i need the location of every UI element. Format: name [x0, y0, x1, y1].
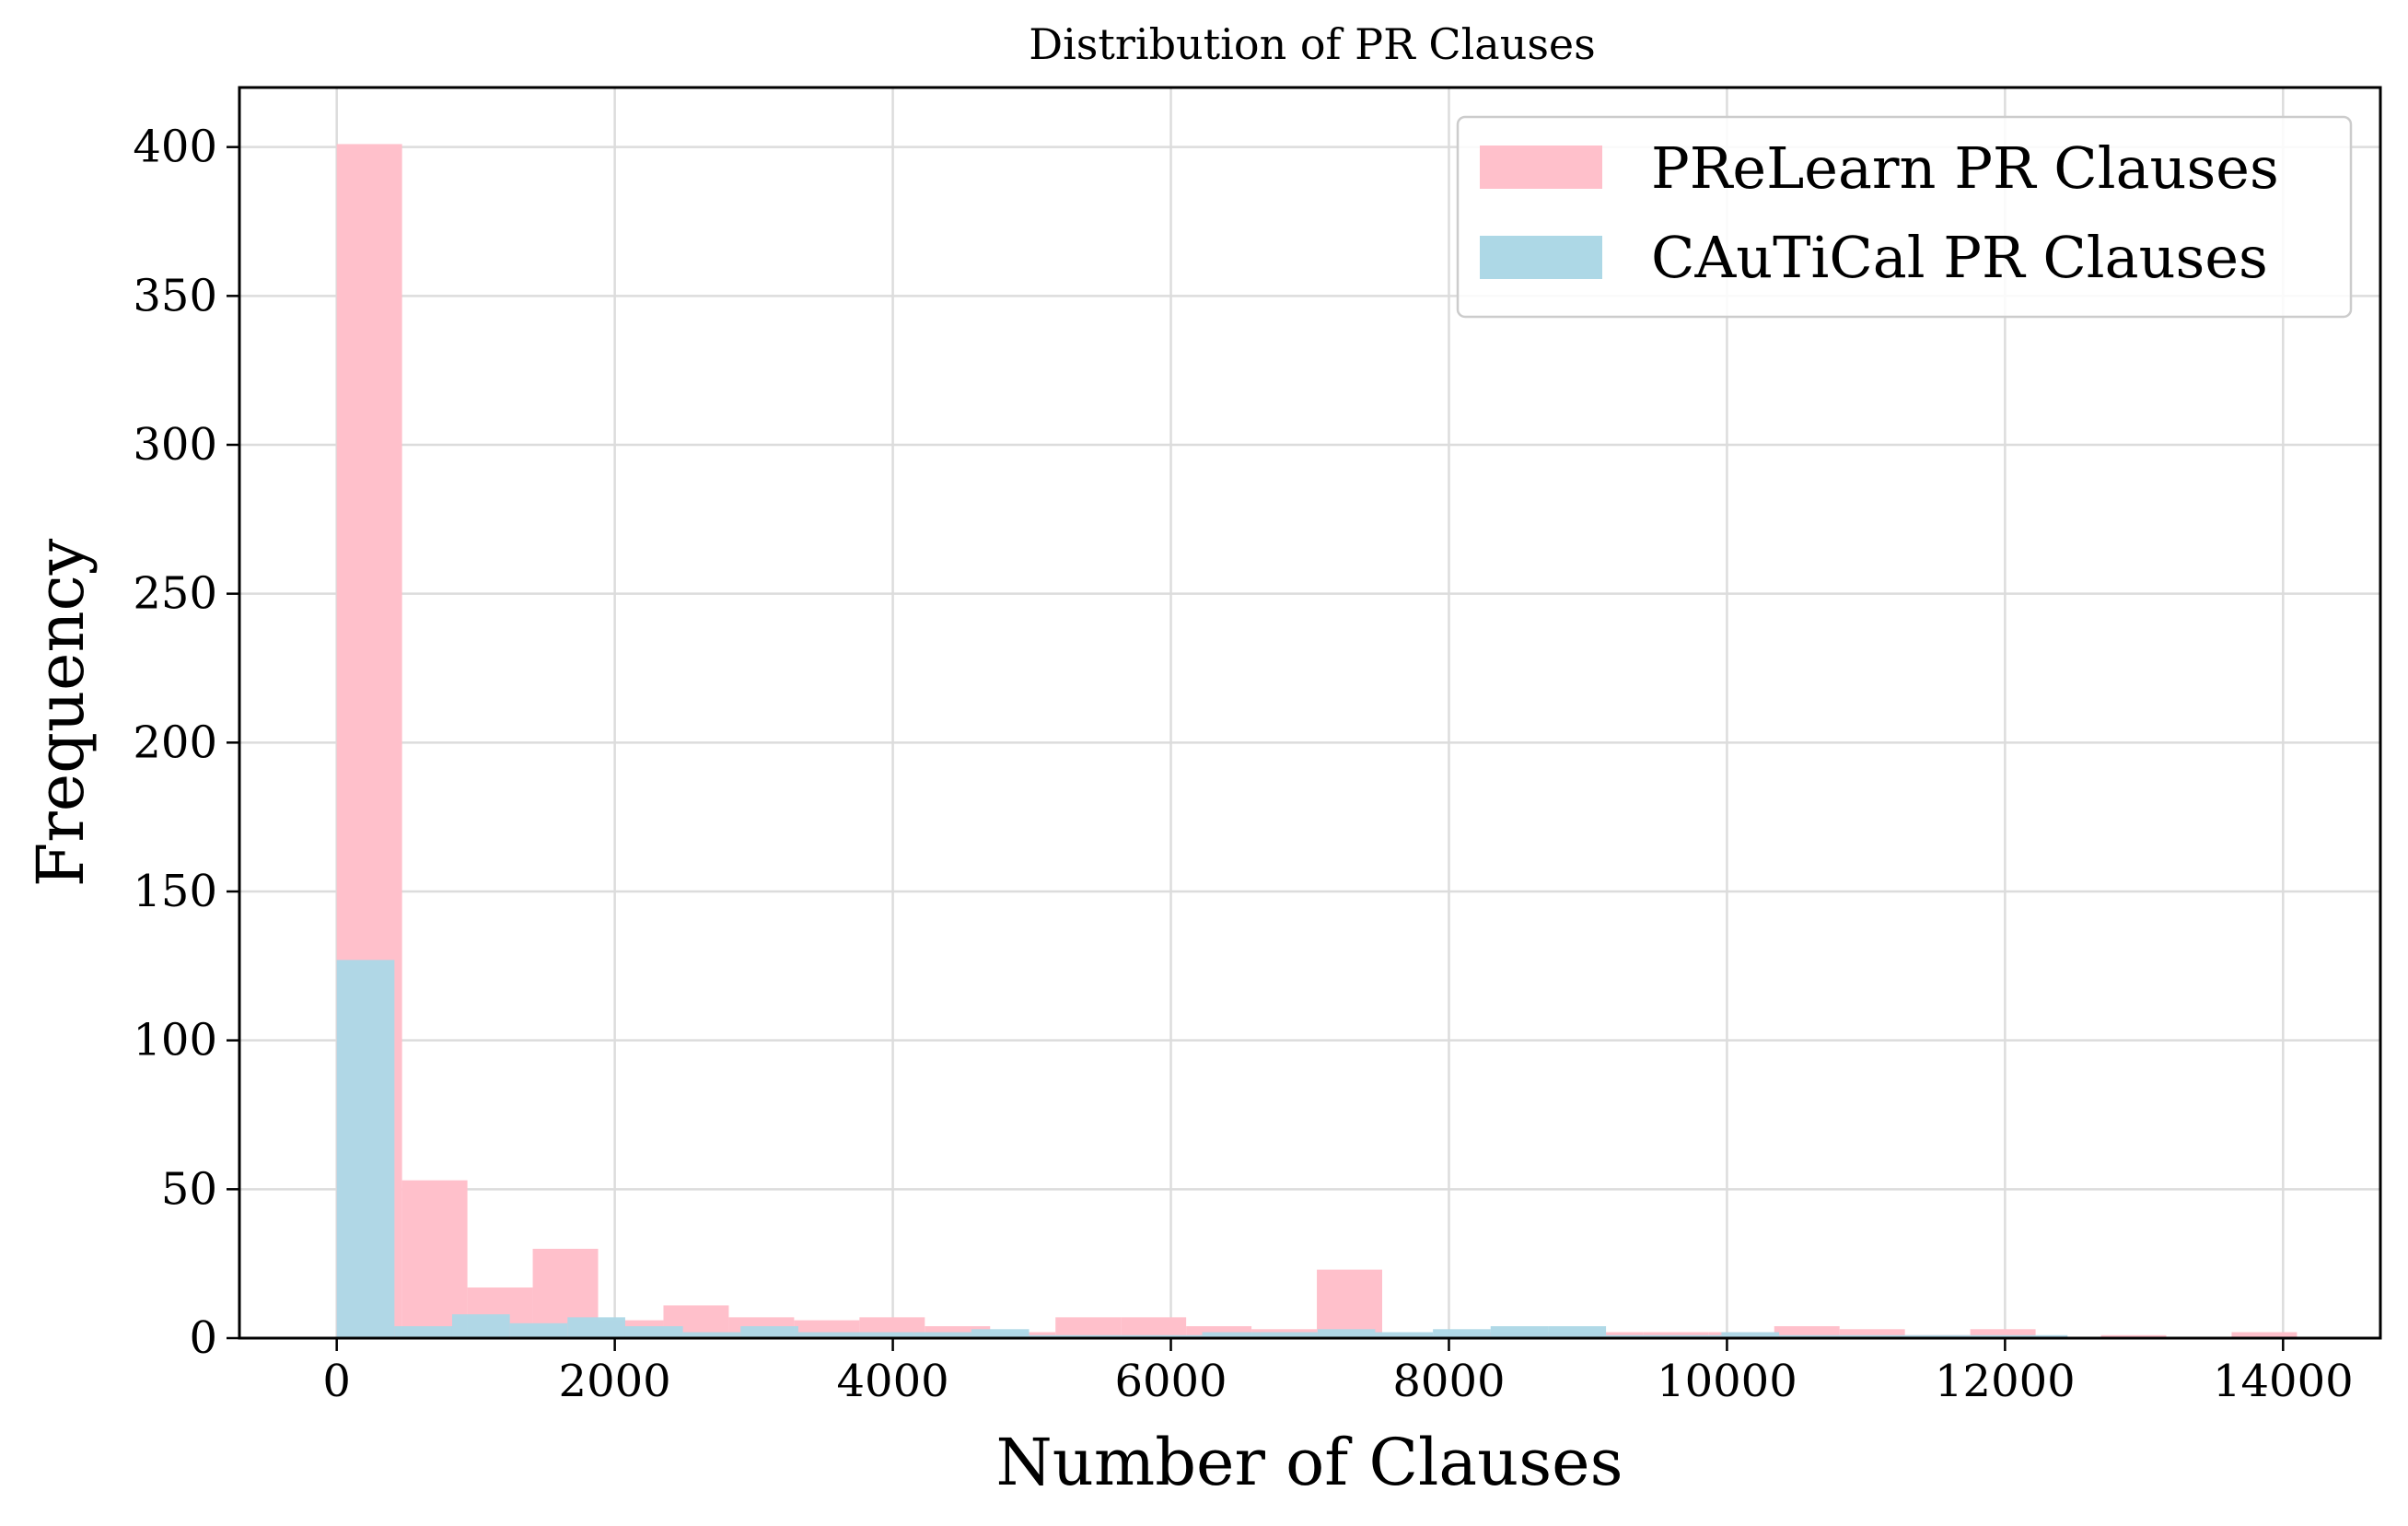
bar-prelearn-27 — [2100, 1334, 2167, 1338]
bar-prelearn-23 — [1839, 1329, 1905, 1338]
x-tick-label: 0 — [322, 1356, 351, 1407]
bar-cautical-14 — [1144, 1334, 1203, 1338]
bar-cautical-24 — [1721, 1332, 1780, 1338]
bar-cautical-10 — [913, 1332, 971, 1338]
x-tick-label: 4000 — [836, 1356, 948, 1407]
y-tick-label: 300 — [133, 419, 217, 471]
legend-swatch-prelearn — [1480, 146, 1602, 189]
bar-cautical-26 — [1836, 1334, 1895, 1338]
bar-prelearn-20 — [1643, 1332, 1709, 1338]
bar-prelearn-29 — [2231, 1332, 2297, 1338]
bar-cautical-5 — [624, 1326, 683, 1338]
y-tick-label: 50 — [161, 1163, 217, 1215]
bar-cautical-4 — [567, 1317, 625, 1338]
y-tick-label: 400 — [133, 122, 217, 173]
y-tick-label: 0 — [189, 1312, 217, 1364]
bar-prelearn-1 — [401, 1180, 468, 1338]
x-axis-label: Number of Clauses — [996, 1425, 1623, 1500]
bar-cautical-25 — [1779, 1334, 1837, 1338]
x-tick-label: 14000 — [2213, 1356, 2354, 1407]
bar-cautical-6 — [682, 1332, 741, 1338]
bar-cautical-7 — [740, 1326, 798, 1338]
bar-cautical-20 — [1490, 1326, 1549, 1338]
bar-prelearn-12 — [1121, 1317, 1187, 1338]
bar-cautical-19 — [1433, 1329, 1491, 1338]
bar-cautical-16 — [1260, 1332, 1318, 1338]
series-cautical-bars — [336, 960, 2068, 1338]
bar-cautical-15 — [1202, 1332, 1261, 1338]
bars — [336, 144, 2297, 1338]
bar-cautical-27 — [1894, 1334, 1952, 1338]
legend-box — [1456, 115, 2353, 319]
bar-prelearn-22 — [1774, 1326, 1840, 1338]
bar-cautical-1 — [394, 1326, 452, 1338]
bar-cautical-8 — [797, 1332, 856, 1338]
bar-cautical-3 — [509, 1322, 568, 1338]
bar-cautical-17 — [1317, 1329, 1376, 1338]
bar-cautical-23 — [1663, 1334, 1722, 1338]
bar-cautical-18 — [1375, 1332, 1434, 1338]
bar-cautical-29 — [2009, 1334, 2068, 1338]
legend-swatch-cautical — [1480, 236, 1602, 279]
bar-cautical-22 — [1606, 1334, 1664, 1338]
bar-prelearn-11 — [1055, 1317, 1122, 1338]
x-tick-label: 2000 — [559, 1356, 671, 1407]
bar-prelearn-15 — [1317, 1269, 1383, 1338]
bar-cautical-28 — [1952, 1334, 2010, 1338]
bar-cautical-0 — [336, 960, 395, 1338]
bar-cautical-12 — [1029, 1334, 1088, 1338]
x-tick-label: 12000 — [1935, 1356, 2076, 1407]
bar-cautical-9 — [855, 1332, 914, 1338]
y-tick-label: 100 — [133, 1015, 217, 1066]
y-tick-label: 350 — [133, 270, 217, 321]
bar-prelearn-19 — [1577, 1332, 1644, 1338]
y-axis-label: Frequency — [23, 538, 99, 887]
x-tick-label: 8000 — [1392, 1356, 1505, 1407]
legend-label-prelearn: PReLearn PR Clauses — [1651, 134, 2279, 202]
x-tick-label: 10000 — [1657, 1356, 1797, 1407]
x-tick-label: 6000 — [1114, 1356, 1227, 1407]
bar-cautical-11 — [971, 1329, 1030, 1338]
y-tick-label: 200 — [133, 716, 217, 768]
legend-label-cautical: CAuTiCal PR Clauses — [1651, 224, 2268, 291]
y-axis-ticks: 0 50 100 150 200 250 300 350 400 — [133, 122, 239, 1364]
y-tick-label: 150 — [133, 866, 217, 917]
legend: PReLearn PR Clauses CAuTiCal PR Clauses — [1456, 115, 2353, 319]
bar-cautical-13 — [1087, 1334, 1145, 1338]
bar-cautical-2 — [451, 1314, 510, 1338]
bar-prelearn-25 — [1970, 1329, 2036, 1338]
y-tick-label: 250 — [133, 568, 217, 620]
bar-cautical-21 — [1548, 1326, 1607, 1338]
chart-title: Distribution of PR Clauses — [1029, 19, 1596, 69]
plot-area-frame — [238, 86, 2382, 1340]
x-axis-ticks: 0 2000 4000 6000 8000 10000 12000 14000 — [322, 1338, 2354, 1407]
